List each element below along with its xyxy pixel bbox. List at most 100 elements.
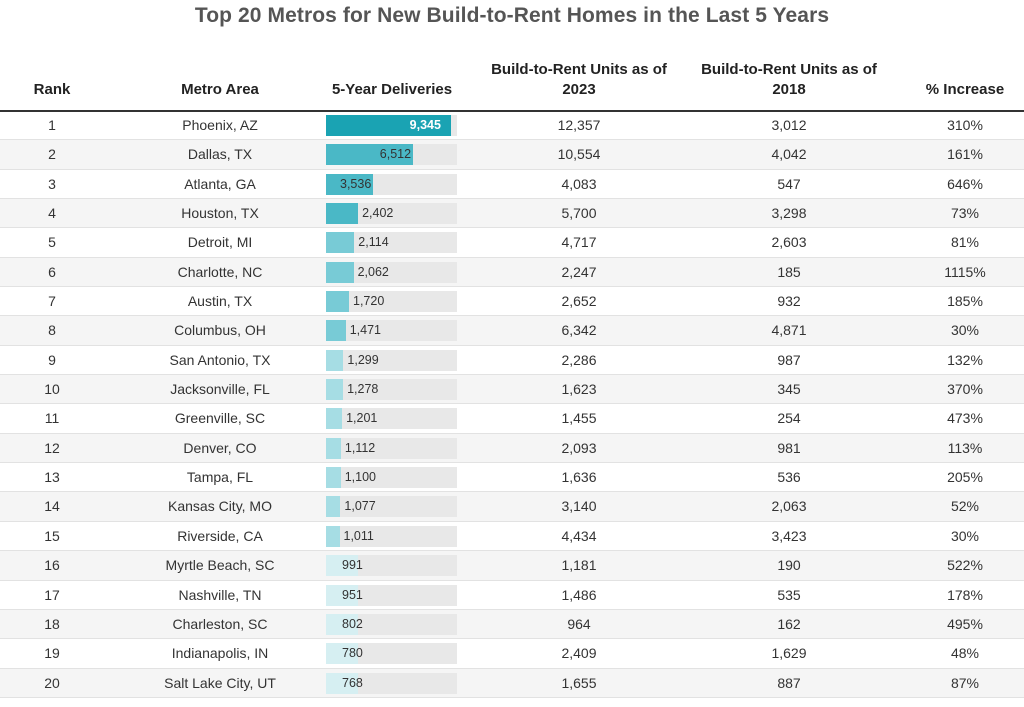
percent-increase-cell: 185% (947, 293, 983, 310)
table-row: 10 Jacksonville, FL 1,278 1,623 345 370% (0, 375, 1024, 405)
table-row: 1 Phoenix, AZ 9,345 12,357 3,012 310% (0, 111, 1024, 141)
deliveries-bar-track: 1,299 (326, 349, 457, 371)
deliveries-bar (326, 584, 358, 606)
percent-increase-cell: 370% (947, 381, 983, 398)
deliveries-bar-track: 1,077 (326, 496, 457, 518)
rank-cell: 4 (48, 205, 56, 222)
units-2018-cell: 254 (777, 410, 801, 427)
deliveries-bar (326, 525, 340, 547)
units-2018-cell: 190 (777, 557, 801, 574)
table-row: 3 Atlanta, GA 3,536 4,083 547 646% (0, 170, 1024, 200)
rank-cell: 18 (44, 615, 60, 632)
header-5-year-deliveries: 5-Year Deliveries (331, 81, 453, 98)
deliveries-bar-track: 3,536 (326, 173, 457, 195)
units-2023-cell: 12,357 (557, 117, 601, 133)
percent-increase-cell: 473% (947, 410, 983, 427)
units-2023-cell: 1,623 (561, 381, 597, 398)
units-2018-cell: 3,298 (771, 205, 807, 222)
units-2023-cell: 1,655 (561, 674, 597, 691)
percent-increase-cell: 30% (950, 322, 980, 339)
percent-increase-cell: 310% (947, 117, 983, 133)
percent-increase-cell: 30% (950, 527, 980, 544)
deliveries-cell: 2,062 (326, 258, 457, 287)
percent-increase-cell: 132% (947, 351, 983, 368)
percent-increase-cell: 646% (947, 175, 983, 192)
metro-cell: Columbus, OH (174, 322, 266, 339)
metro-cell: Kansas City, MO (168, 498, 272, 515)
deliveries-cell: 9,345 (326, 111, 457, 140)
metro-cell: Atlanta, GA (184, 175, 256, 192)
rank-cell: 13 (44, 469, 60, 486)
table-header: Rank Metro Area 5-Year Deliveries Build-… (0, 58, 1024, 112)
deliveries-label: 802 (342, 616, 363, 631)
deliveries-label: 1,299 (347, 352, 379, 367)
header-units-2018: Build-to-Rent Units as of 2018 (701, 61, 877, 98)
deliveries-bar-track: 991 (326, 555, 457, 577)
rank-cell: 2 (48, 146, 56, 163)
deliveries-cell: 1,100 (326, 463, 457, 492)
deliveries-label: 768 (342, 675, 363, 690)
deliveries-bar-track: 951 (326, 584, 457, 606)
metro-cell: Denver, CO (183, 439, 257, 456)
metro-cell: Nashville, TN (178, 586, 262, 603)
deliveries-cell: 1,720 (326, 287, 457, 316)
units-2018-cell: 2,063 (771, 498, 807, 515)
deliveries-cell: 1,471 (326, 316, 457, 345)
deliveries-label: 3,536 (340, 176, 372, 191)
deliveries-bar (326, 437, 341, 459)
deliveries-bar-track: 1,201 (326, 408, 457, 430)
units-2023-cell: 5,700 (561, 205, 597, 222)
units-2023-cell: 2,652 (561, 293, 597, 310)
deliveries-bar-track: 768 (326, 672, 457, 694)
rank-cell: 14 (44, 498, 60, 515)
rank-cell: 17 (44, 586, 60, 603)
deliveries-label: 2,062 (357, 264, 389, 279)
units-2023-cell: 2,409 (561, 645, 597, 662)
deliveries-cell: 1,299 (326, 346, 457, 375)
table-row: 15 Riverside, CA 1,011 4,434 3,423 30% (0, 522, 1024, 552)
deliveries-label: 2,402 (362, 206, 394, 221)
deliveries-cell: 780 (326, 639, 457, 668)
units-2023-cell: 4,434 (561, 527, 597, 544)
deliveries-bar (326, 232, 355, 254)
deliveries-bar (326, 291, 349, 313)
percent-increase-cell: 495% (947, 615, 983, 632)
deliveries-cell: 2,402 (326, 199, 457, 228)
deliveries-bar (326, 613, 358, 635)
metro-cell: Jacksonville, FL (170, 381, 270, 398)
deliveries-bar (326, 144, 413, 166)
deliveries-cell: 1,278 (326, 375, 457, 404)
units-2023-cell: 1,181 (561, 557, 597, 574)
deliveries-bar (326, 672, 358, 694)
deliveries-cell: 768 (326, 669, 457, 698)
percent-increase-cell: 522% (947, 557, 983, 574)
units-2018-cell: 4,871 (771, 322, 807, 339)
deliveries-label: 1,112 (344, 440, 376, 455)
units-2018-cell: 2,603 (771, 234, 807, 251)
rank-cell: 9 (48, 351, 56, 368)
rank-cell: 8 (48, 322, 56, 339)
deliveries-bar (326, 643, 358, 665)
percent-increase-cell: 161% (947, 146, 983, 163)
deliveries-bar (326, 496, 341, 518)
deliveries-bar-track: 1,720 (326, 291, 457, 313)
deliveries-bar (326, 467, 341, 489)
deliveries-label: 1,278 (347, 382, 379, 397)
deliveries-label: 1,077 (344, 499, 376, 514)
header-percent-increase: % Increase (925, 81, 1005, 98)
deliveries-label: 1,100 (344, 470, 376, 485)
deliveries-cell: 1,077 (326, 492, 457, 521)
units-2023-cell: 1,636 (561, 469, 597, 486)
rank-cell: 20 (44, 674, 60, 691)
deliveries-cell: 6,512 (326, 140, 457, 169)
deliveries-cell: 802 (326, 610, 457, 639)
metro-cell: Detroit, MI (187, 234, 253, 251)
metro-cell: San Antonio, TX (169, 351, 271, 368)
table-row: 7 Austin, TX 1,720 2,652 932 185% (0, 287, 1024, 317)
rank-cell: 1 (48, 117, 56, 133)
deliveries-label: 1,471 (349, 323, 381, 338)
metro-cell: Phoenix, AZ (182, 117, 258, 133)
percent-increase-cell: 48% (950, 645, 980, 662)
table-row: 17 Nashville, TN 951 1,486 535 178% (0, 581, 1024, 610)
deliveries-bar-track: 1,100 (326, 467, 457, 489)
